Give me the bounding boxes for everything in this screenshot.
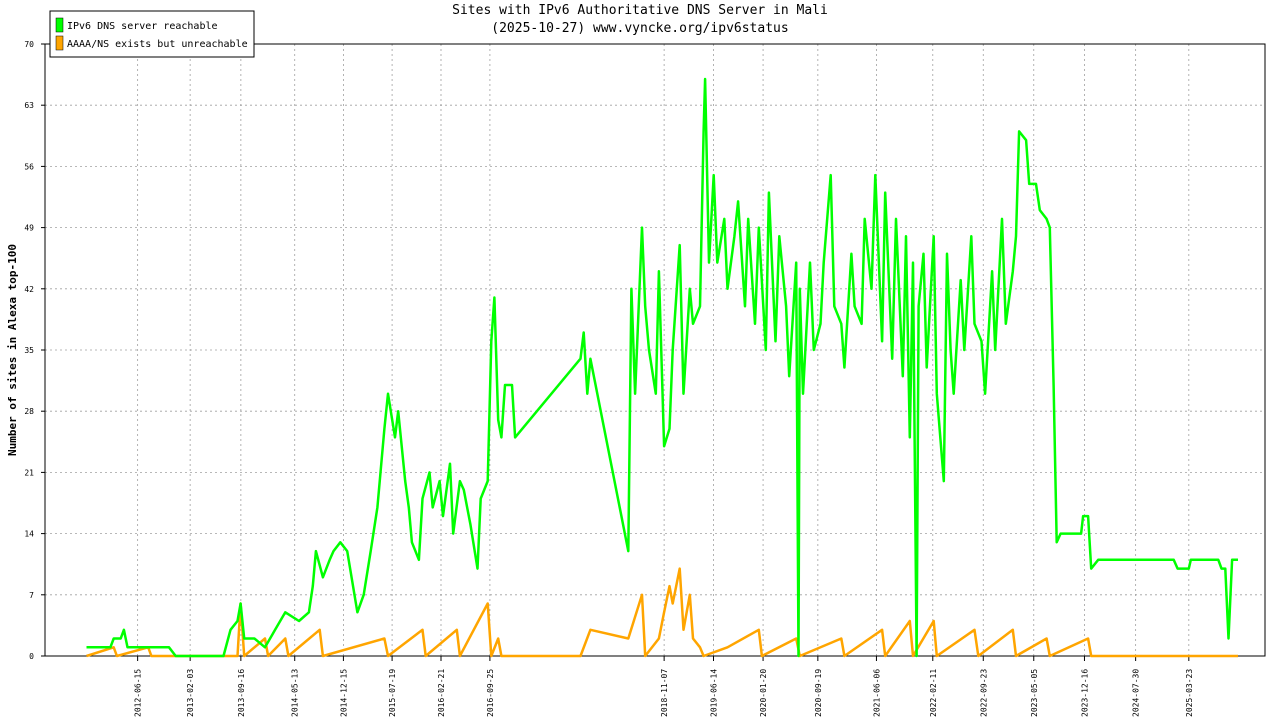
x-tick-label: 2023-12-16 — [1080, 669, 1089, 717]
x-tick-label: 2020-09-19 — [814, 669, 823, 717]
y-tick-label: 56 — [24, 162, 34, 171]
y-tick-label: 28 — [24, 407, 34, 416]
x-tick-label: 2016-09-25 — [486, 669, 495, 717]
series-line — [86, 567, 1238, 658]
legend-label: IPv6 DNS server reachable — [67, 21, 218, 32]
plot-frame — [44, 43, 1266, 657]
x-tick-label: 2020-01-20 — [759, 669, 768, 717]
x-tick-label: 2015-07-19 — [388, 669, 397, 717]
legend-swatch — [55, 17, 64, 33]
x-tick-label: 2013-02-03 — [186, 669, 195, 717]
legend-label: AAAA/NS exists but unreachable — [67, 39, 248, 50]
x-tick-label: 2018-11-07 — [660, 669, 669, 717]
y-tick-label: 42 — [24, 285, 34, 294]
y-tick-label: 7 — [29, 591, 34, 600]
chart-title: Sites with IPv6 Authoritative DNS Server… — [452, 3, 828, 18]
y-axis-label: Number of sites in Alexa top-100 — [6, 244, 19, 456]
y-tick-label: 70 — [24, 40, 34, 49]
x-tick-label: 2024-07-30 — [1132, 669, 1141, 717]
legend-box — [49, 10, 255, 58]
y-tick-label: 49 — [24, 224, 34, 233]
x-tick-label: 2016-02-21 — [437, 669, 446, 717]
y-tick-label: 63 — [24, 101, 34, 110]
x-tick-label: 2022-09-23 — [979, 669, 988, 717]
x-tick-label: 2022-02-11 — [929, 669, 938, 717]
legend-swatch — [55, 35, 64, 51]
y-tick-label: 35 — [24, 346, 34, 355]
x-tick-label: 2025-03-23 — [1185, 669, 1194, 717]
x-tick-label: 2019-06-14 — [709, 669, 718, 717]
y-tick-label: 14 — [24, 530, 34, 539]
y-tick-label: 0 — [29, 652, 34, 661]
x-tick-label: 2014-05-13 — [291, 669, 300, 717]
y-tick-label: 21 — [24, 468, 34, 477]
x-tick-label: 2014-12-15 — [339, 669, 348, 717]
chart-subtitle: (2025-10-27) www.vyncke.org/ipv6status — [491, 21, 788, 36]
series-line — [86, 77, 1238, 658]
legend: IPv6 DNS server reachable AAAA/NS exists … — [49, 10, 255, 58]
x-tick-label: 2021-06-06 — [872, 669, 881, 717]
x-tick-label: 2012-06-15 — [134, 669, 143, 717]
x-tick-label: 2013-09-16 — [237, 669, 246, 717]
x-tick-label: 2023-05-05 — [1030, 669, 1039, 717]
